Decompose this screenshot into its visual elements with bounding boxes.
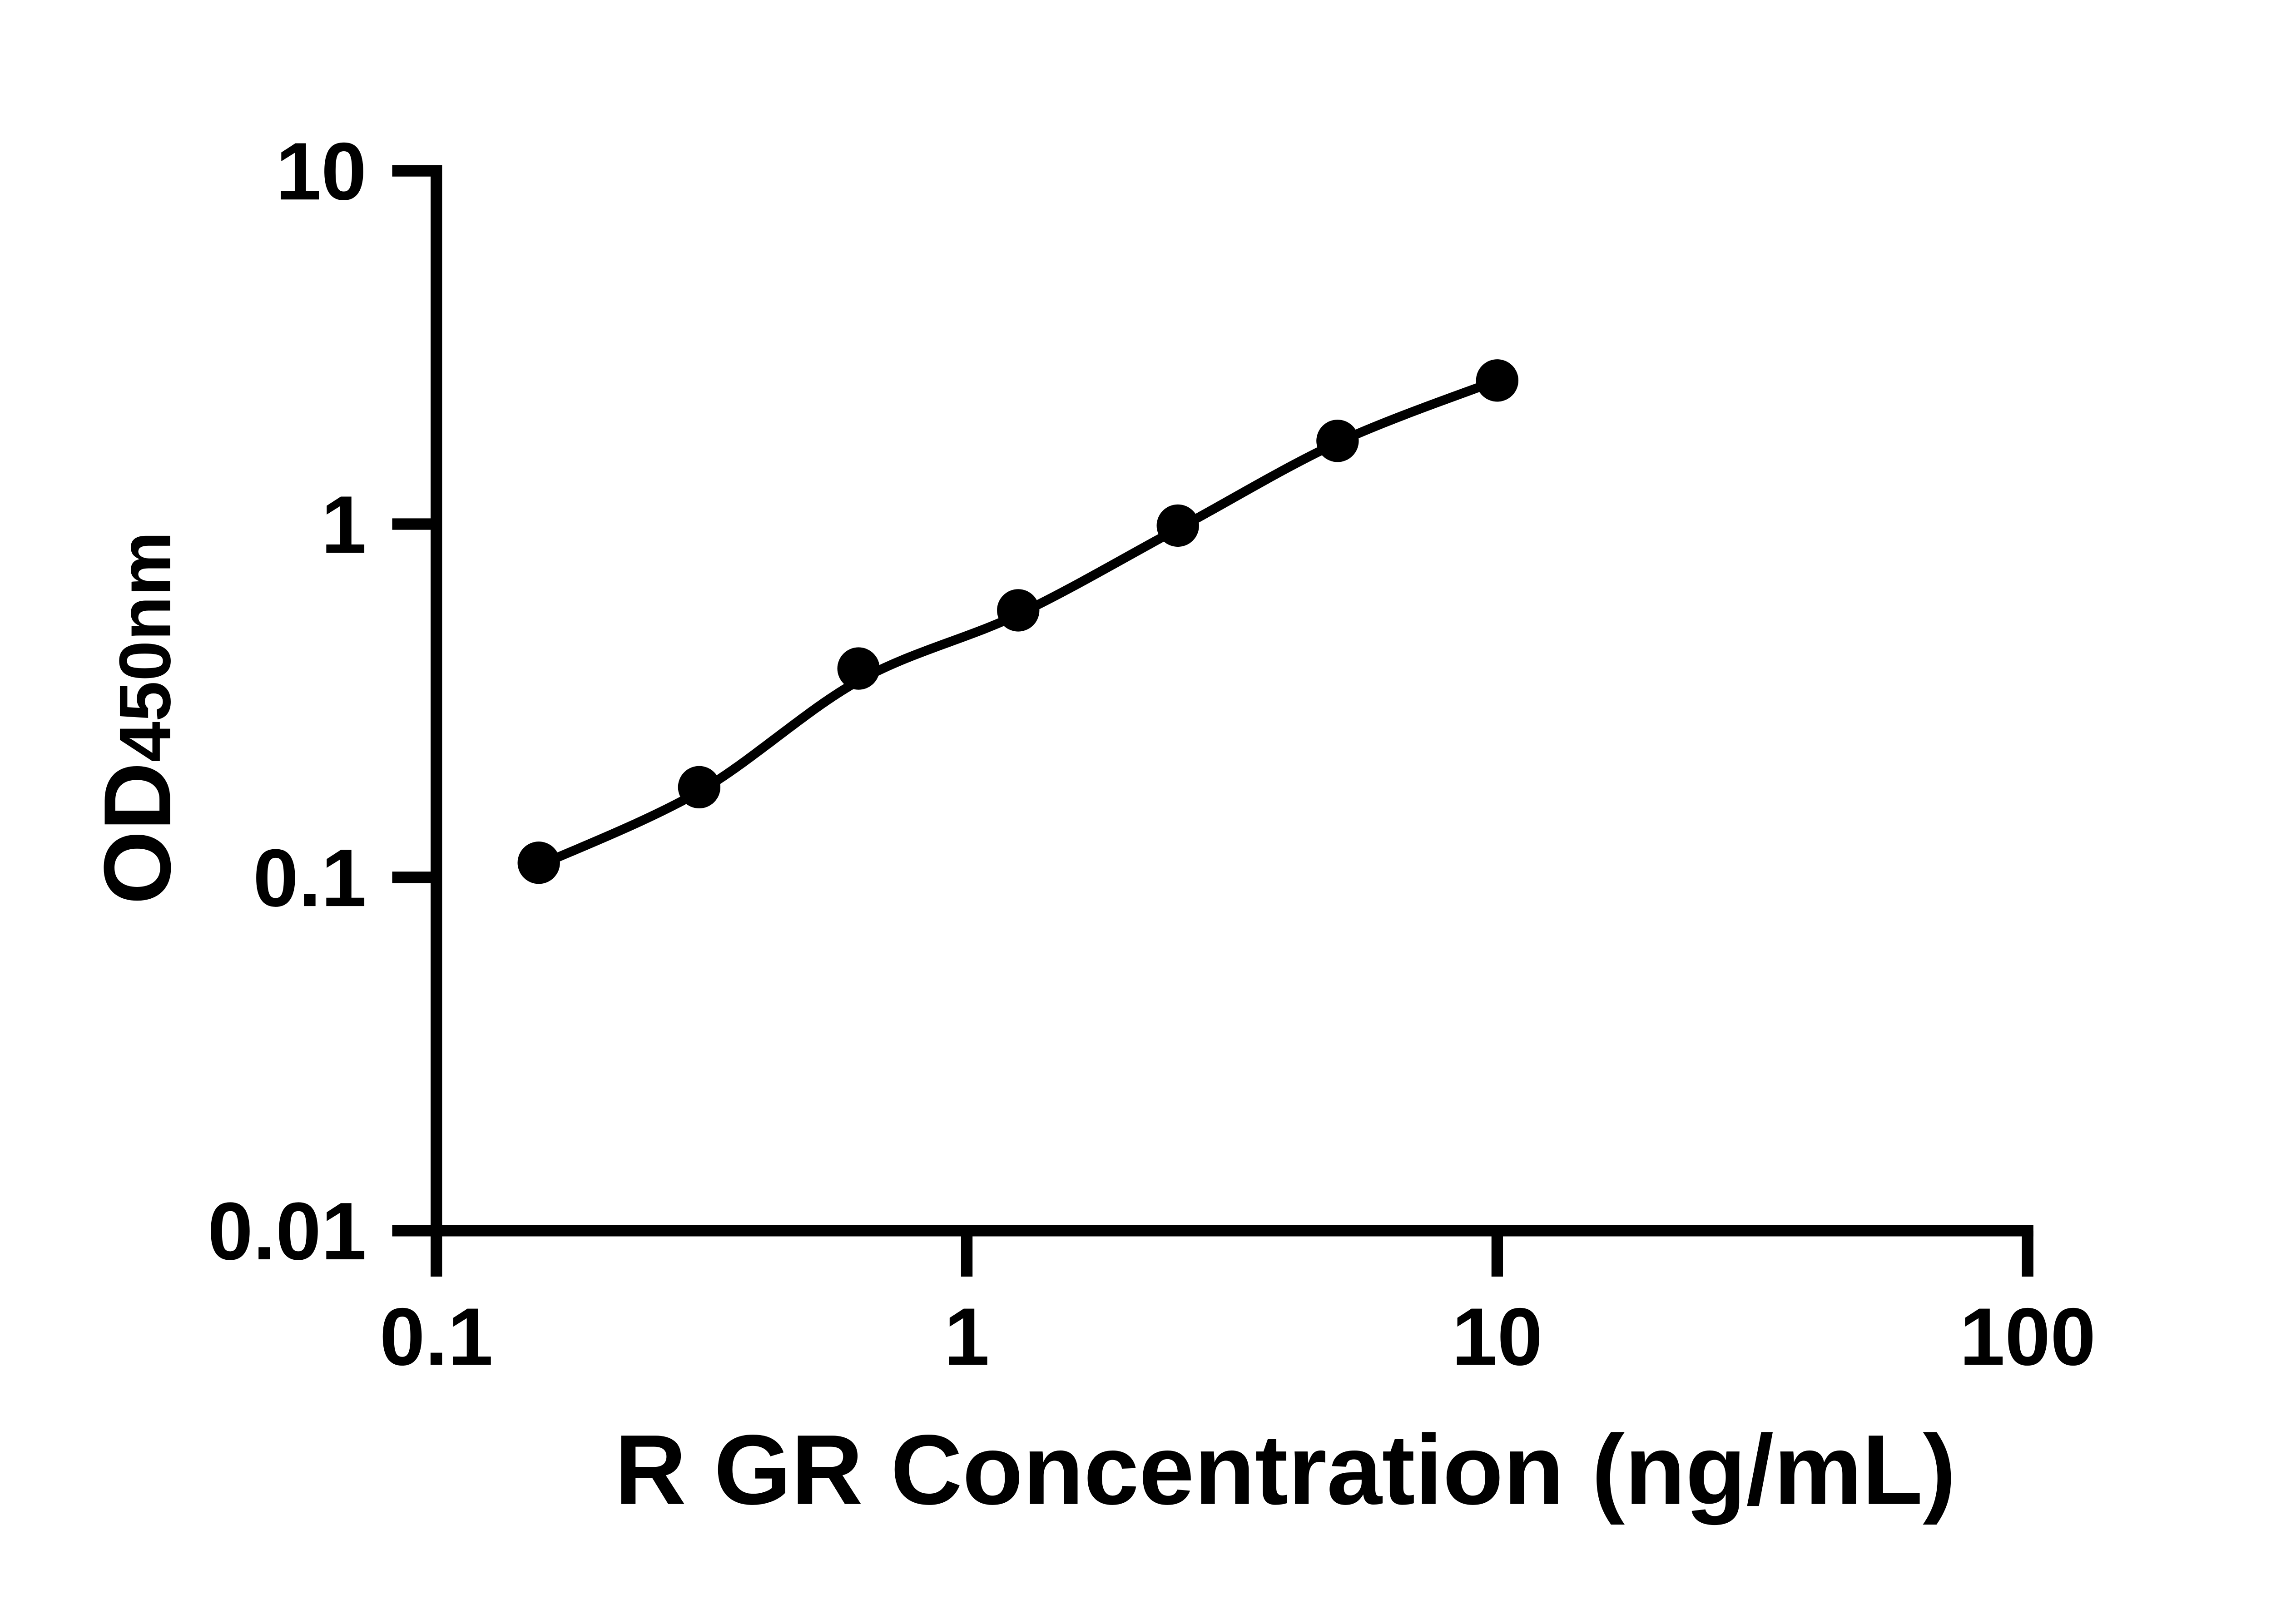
data-point: [837, 647, 880, 690]
x-tick-label: 0.1: [380, 1291, 493, 1382]
data-point: [517, 842, 560, 884]
data-point: [1156, 504, 1199, 547]
x-tick-label: 100: [1959, 1291, 2096, 1382]
y-tick-label: 0.01: [208, 1186, 367, 1277]
data-point: [678, 766, 721, 809]
x-tick-label: 10: [1452, 1291, 1542, 1382]
data-point: [1316, 420, 1359, 462]
x-tick-label: 1: [944, 1291, 990, 1382]
y-tick-label: 1: [321, 479, 367, 570]
y-tick-label: 10: [276, 126, 367, 217]
data-point: [1476, 359, 1519, 402]
x-axis-ticks: 0.1 1 10 100: [380, 1230, 2096, 1382]
y-axis-title-main: OD: [84, 762, 190, 905]
axes: [431, 165, 2033, 1237]
y-axis-ticks: 0.01 0.1 1 10: [208, 126, 437, 1277]
y-axis-title-sub: 450nm: [104, 531, 185, 762]
data-point: [997, 589, 1040, 632]
x-axis-title: R GR Concentration (ng/mL): [615, 1415, 1956, 1525]
y-tick-label: 0.1: [253, 832, 367, 924]
y-axis-title: OD450nm: [84, 531, 190, 905]
data-points: [517, 359, 1519, 884]
